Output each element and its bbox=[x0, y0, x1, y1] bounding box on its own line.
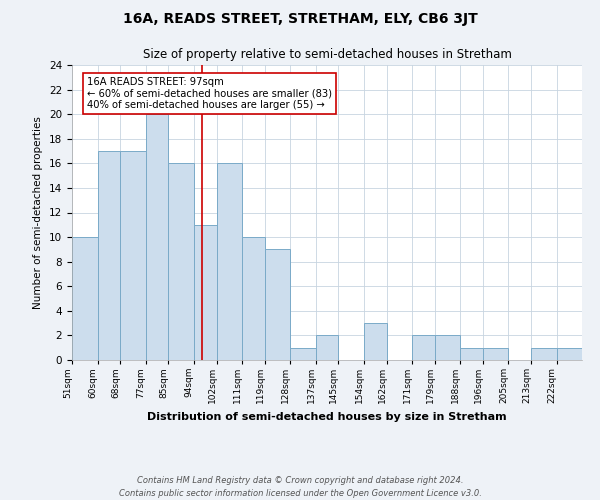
Bar bbox=[242, 237, 265, 360]
Bar bbox=[97, 151, 120, 360]
Text: 16A READS STREET: 97sqm
← 60% of semi-detached houses are smaller (83)
40% of se: 16A READS STREET: 97sqm ← 60% of semi-de… bbox=[88, 77, 332, 110]
Bar bbox=[169, 164, 194, 360]
Bar bbox=[412, 336, 434, 360]
Y-axis label: Number of semi-detached properties: Number of semi-detached properties bbox=[34, 116, 43, 309]
Bar bbox=[72, 237, 97, 360]
Bar bbox=[460, 348, 483, 360]
Bar bbox=[531, 348, 557, 360]
Bar bbox=[265, 250, 290, 360]
X-axis label: Distribution of semi-detached houses by size in Stretham: Distribution of semi-detached houses by … bbox=[147, 412, 507, 422]
Bar bbox=[217, 164, 242, 360]
Bar bbox=[120, 151, 146, 360]
Bar bbox=[483, 348, 508, 360]
Bar bbox=[316, 336, 338, 360]
Bar bbox=[194, 225, 217, 360]
Title: Size of property relative to semi-detached houses in Stretham: Size of property relative to semi-detach… bbox=[143, 48, 511, 61]
Bar bbox=[364, 323, 386, 360]
Text: 16A, READS STREET, STRETHAM, ELY, CB6 3JT: 16A, READS STREET, STRETHAM, ELY, CB6 3J… bbox=[122, 12, 478, 26]
Bar bbox=[290, 348, 316, 360]
Bar bbox=[557, 348, 582, 360]
Bar bbox=[146, 114, 169, 360]
Bar bbox=[434, 336, 460, 360]
Text: Contains HM Land Registry data © Crown copyright and database right 2024.
Contai: Contains HM Land Registry data © Crown c… bbox=[119, 476, 481, 498]
